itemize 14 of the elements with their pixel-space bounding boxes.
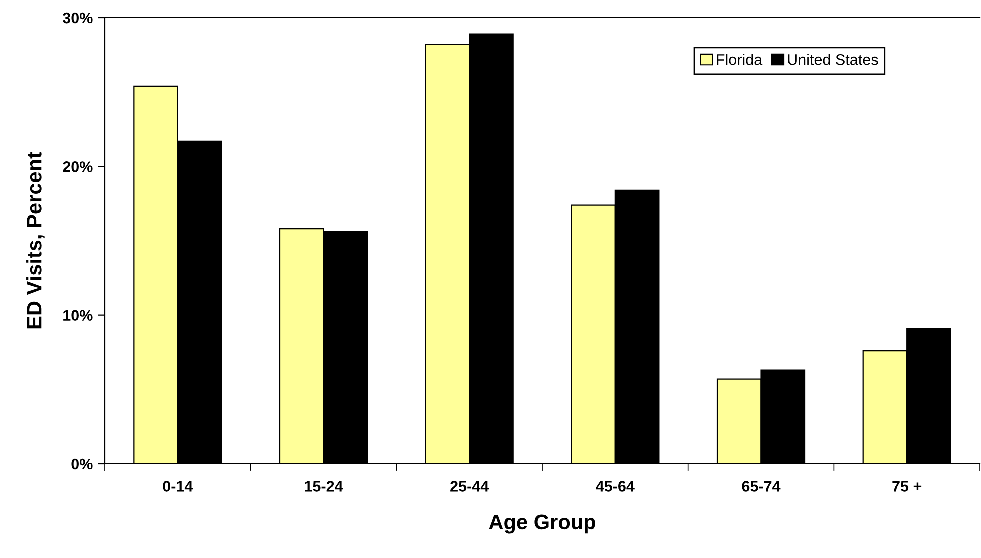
y-tick-label: 20% xyxy=(63,162,93,172)
x-axis-title: Age Group xyxy=(489,514,596,534)
y-tick-label: 10% xyxy=(64,310,93,322)
y-tick-label: 0% xyxy=(72,458,93,470)
x-tick-label: 75 + xyxy=(892,481,922,492)
x-tick-label: 0-14 xyxy=(163,481,194,492)
x-tick-label: 15-24 xyxy=(305,481,344,492)
y-axis-title: ED Visits, Percent xyxy=(26,152,45,329)
x-tick-label: 45-64 xyxy=(596,481,635,492)
x-tick-label: 25-44 xyxy=(450,481,490,492)
legend-label: United States xyxy=(788,54,878,66)
x-tick-label: 65-74 xyxy=(742,481,781,492)
legend-label: Florida xyxy=(717,54,763,66)
y-tick-label: 30% xyxy=(62,12,93,24)
